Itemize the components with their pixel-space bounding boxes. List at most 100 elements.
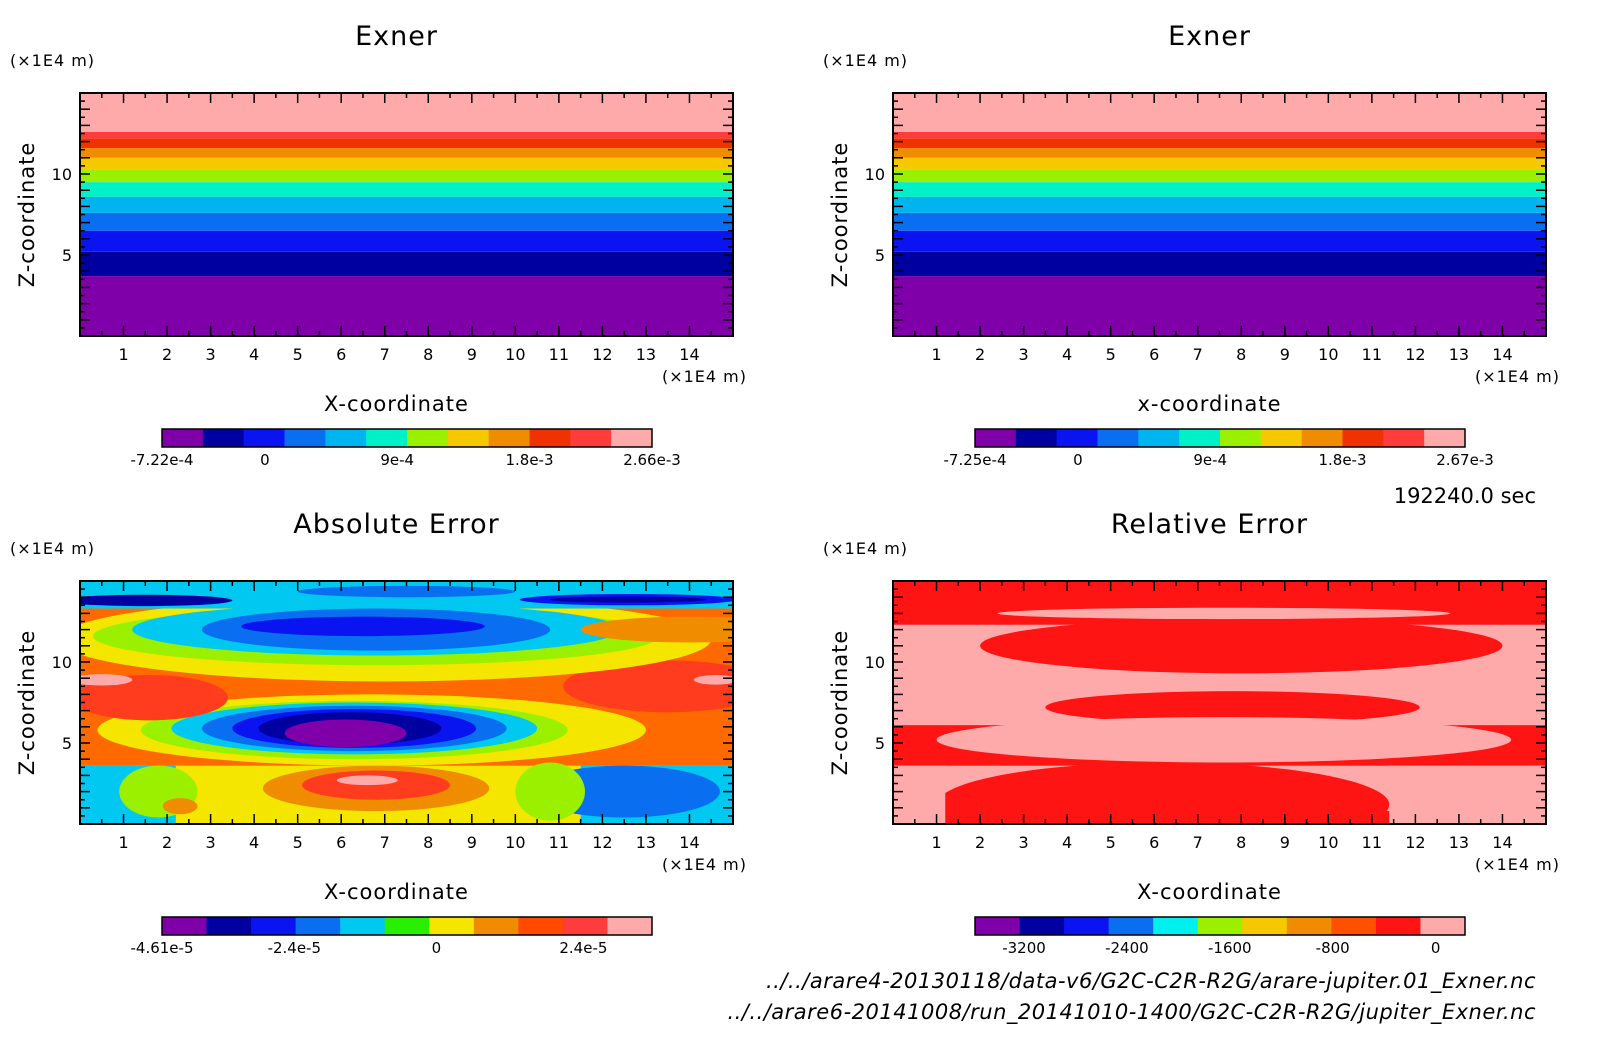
colorbar-swatch: [1064, 917, 1110, 935]
colorbar-swatch: [518, 917, 564, 935]
x-axis-unit: (×1E4 m): [1475, 367, 1560, 386]
colorbar-label: 2.66e-3: [623, 451, 681, 469]
y-axis-label: Z-coordinate: [15, 630, 39, 776]
x-tick-label: 6: [1149, 345, 1159, 364]
contour-region-3: [997, 607, 1451, 620]
x-tick-label: 3: [1019, 833, 1029, 852]
colorbar-label: 0: [260, 451, 270, 469]
colorbar-frame: [974, 428, 1466, 448]
colorbar-label: -7.25e-4: [944, 451, 1007, 469]
colorbar-label: 0: [432, 939, 442, 957]
contour-region-27: [580, 616, 733, 643]
x-tick-label: 8: [423, 345, 433, 364]
contour-band-5: [893, 196, 1546, 213]
contour-region-18: [80, 674, 228, 721]
x-tick-label: 13: [1449, 345, 1469, 364]
contour-band-4: [80, 212, 733, 231]
x-tick-label: 12: [592, 345, 612, 364]
colorbar-swatch: [447, 429, 490, 447]
x-tick-label: 13: [636, 833, 656, 852]
x-tick-label: 1: [931, 833, 941, 852]
x-tick-label: 2: [162, 833, 172, 852]
colorbar-swatch: [488, 429, 530, 447]
x-tick-label: 9: [467, 833, 477, 852]
x-tick-label: 11: [1362, 833, 1382, 852]
colorbar-label: -2400: [1105, 939, 1149, 957]
colorbar-label: -4.61e-5: [131, 939, 194, 957]
contour-region-2: [980, 618, 1503, 674]
y-tick-label: 5: [62, 734, 72, 753]
colorbar-frame: [161, 916, 653, 936]
colorbar-swatch: [429, 917, 475, 935]
contour-region-17: [284, 719, 407, 748]
x-tick-label: 9: [1280, 833, 1290, 852]
contour-band-12: [893, 93, 1546, 132]
contour-band-6: [80, 182, 733, 197]
x-tick-label: 4: [1062, 345, 1072, 364]
x-axis-label: x-coordinate: [1137, 392, 1281, 416]
colorbar-swatch: [340, 917, 386, 935]
x-tick-label: 10: [1318, 345, 1338, 364]
x-tick-label: 11: [1362, 345, 1382, 364]
colorbar-label: 2.4e-5: [559, 939, 607, 957]
x-tick-label: 14: [679, 833, 699, 852]
contour-region-31: [80, 594, 233, 607]
x-tick-label: 1: [118, 833, 128, 852]
colorbar: -7.22e-4 0 9e-4 1.8e-3 2.66e-3: [131, 428, 681, 469]
colorbar-swatch: [1015, 429, 1058, 447]
x-tick-label: 13: [636, 345, 656, 364]
x-axis-label: X-coordinate: [324, 880, 469, 904]
x-tick-label: 8: [1236, 345, 1246, 364]
chart-title: Relative Error: [1111, 509, 1308, 540]
colorbar-swatch: [1383, 429, 1425, 447]
contour-band-8: [80, 157, 733, 170]
contour-band-12: [80, 93, 733, 132]
plot-area: [893, 581, 1546, 824]
colorbar-swatch: [1220, 429, 1262, 447]
x-tick-label: 9: [1280, 345, 1290, 364]
colorbar-swatch: [1331, 917, 1377, 935]
x-tick-label: 7: [1193, 833, 1203, 852]
colorbar-swatch: [202, 429, 245, 447]
x-tick-label: 7: [380, 345, 390, 364]
y-tick-label: 5: [875, 734, 885, 753]
contour-band-1: [893, 276, 1546, 336]
contour-band-11: [80, 131, 733, 139]
colorbar-frame: [161, 428, 653, 448]
colorbar: -3200 -2400 -1600 -800 0: [974, 916, 1466, 957]
colorbar-swatch: [1342, 429, 1384, 447]
x-tick-label: 14: [679, 345, 699, 364]
colorbar-label: 0: [1431, 939, 1441, 957]
x-tick-label: 6: [336, 345, 346, 364]
contour-region-9: [893, 765, 946, 824]
contour-region-7: [936, 762, 1390, 824]
contour-band-5: [80, 196, 733, 213]
x-tick-label: 6: [1149, 833, 1159, 852]
colorbar-swatch: [1056, 429, 1098, 447]
x-tick-label: 8: [1236, 833, 1246, 852]
x-tick-label: 10: [1318, 833, 1338, 852]
colorbar-swatch: [206, 917, 252, 935]
colorbar-label: -2.4e-5: [268, 939, 321, 957]
contour-band-11: [893, 131, 1546, 139]
colorbar-swatch: [295, 917, 341, 935]
colorbar-swatch: [611, 429, 653, 447]
colorbar-swatch: [607, 917, 653, 935]
x-tick-label: 5: [293, 345, 303, 364]
colorbar-swatch: [1301, 429, 1343, 447]
contour-region-8: [893, 811, 1546, 824]
colorbar-swatch: [1424, 429, 1466, 447]
x-tick-label: 8: [423, 833, 433, 852]
colorbar-swatch: [1108, 917, 1154, 935]
colorbar-swatch: [162, 917, 208, 935]
contour-band-7: [80, 169, 733, 183]
time-label: 192240.0 sec: [1394, 484, 1536, 508]
x-tick-label: 10: [505, 833, 525, 852]
colorbar-swatch: [284, 429, 326, 447]
colorbar-frame: [974, 916, 1466, 936]
colorbar-swatch: [529, 429, 571, 447]
colorbar-label: -7.22e-4: [131, 451, 194, 469]
contour-band-2: [80, 251, 733, 277]
